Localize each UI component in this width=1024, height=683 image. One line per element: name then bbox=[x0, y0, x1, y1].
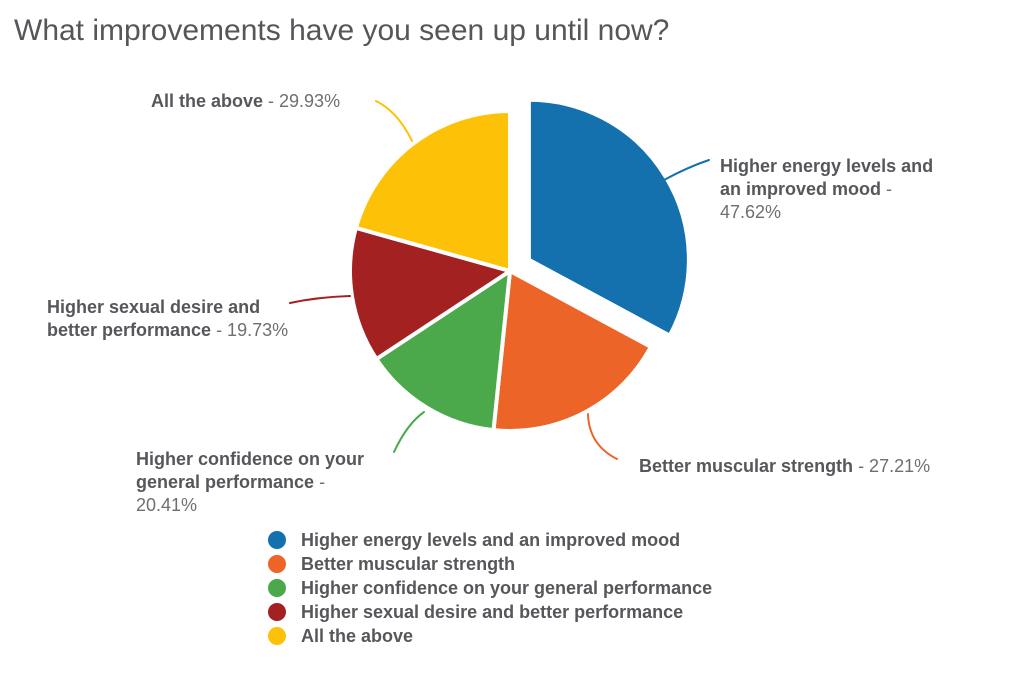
legend-item-higher-energy[interactable]: Higher energy levels and an improved moo… bbox=[268, 531, 712, 549]
callout-label: Better muscular strength bbox=[639, 456, 854, 476]
legend-swatch-icon bbox=[268, 531, 286, 549]
callout-confidence: Higher confidence on your general perfor… bbox=[136, 448, 368, 517]
callout-label: All the above bbox=[151, 91, 264, 111]
callout-label: Higher energy levels and an improved moo… bbox=[720, 156, 934, 199]
leader-line-4 bbox=[375, 100, 413, 142]
callout-value: - 29.93% bbox=[263, 91, 341, 111]
leader-line-1 bbox=[587, 413, 618, 460]
callout-value: - 27.21% bbox=[853, 456, 931, 476]
legend-swatch-icon bbox=[268, 579, 286, 597]
callout-value: - 19.73% bbox=[211, 320, 289, 340]
pie-slice-4[interactable] bbox=[353, 109, 512, 273]
legend-item-sexual-desire[interactable]: Higher sexual desire and better performa… bbox=[268, 603, 712, 621]
legend-item-muscular-strength[interactable]: Better muscular strength bbox=[268, 555, 712, 573]
legend-label: Higher energy levels and an improved moo… bbox=[301, 530, 681, 550]
callout-value: - 47.62% bbox=[720, 179, 893, 222]
page-title: What improvements have you seen up until… bbox=[14, 14, 670, 47]
leader-line-2 bbox=[393, 411, 425, 453]
callout-all-the-above: All the above - 29.93% bbox=[151, 90, 340, 113]
leader-line-3 bbox=[289, 295, 351, 304]
pie-slice-1[interactable] bbox=[491, 269, 653, 433]
callout-label: Higher sexual desire and better performa… bbox=[47, 297, 261, 340]
legend-item-all-the-above[interactable]: All the above bbox=[268, 627, 712, 645]
legend-swatch-icon bbox=[268, 555, 286, 573]
legend-label: Better muscular strength bbox=[301, 554, 516, 574]
legend-label: All the above bbox=[301, 626, 414, 646]
legend: Higher energy levels and an improved moo… bbox=[268, 531, 712, 645]
callout-value: - 20.41% bbox=[136, 472, 326, 515]
legend-label: Higher confidence on your general perfor… bbox=[301, 578, 713, 598]
callout-higher-energy: Higher energy levels and an improved moo… bbox=[720, 155, 950, 224]
callout-label: Higher confidence on your general perfor… bbox=[136, 449, 365, 492]
legend-item-confidence[interactable]: Higher confidence on your general perfor… bbox=[268, 579, 712, 597]
callout-sexual-desire: Higher sexual desire and better performa… bbox=[47, 296, 292, 342]
callout-muscular-strength: Better muscular strength - 27.21% bbox=[639, 455, 930, 478]
pie-slice-2[interactable] bbox=[374, 269, 512, 433]
legend-swatch-icon bbox=[268, 627, 286, 645]
legend-swatch-icon bbox=[268, 603, 286, 621]
legend-label: Higher sexual desire and better performa… bbox=[301, 602, 684, 622]
leader-line-0 bbox=[663, 159, 710, 181]
